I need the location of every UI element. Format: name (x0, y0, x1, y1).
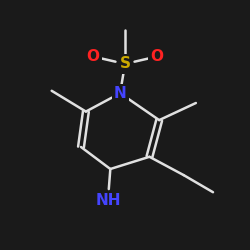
Text: N: N (114, 86, 126, 101)
Text: S: S (120, 56, 130, 72)
Text: O: O (87, 49, 100, 64)
Text: O: O (150, 49, 163, 64)
Text: NH: NH (95, 193, 121, 208)
